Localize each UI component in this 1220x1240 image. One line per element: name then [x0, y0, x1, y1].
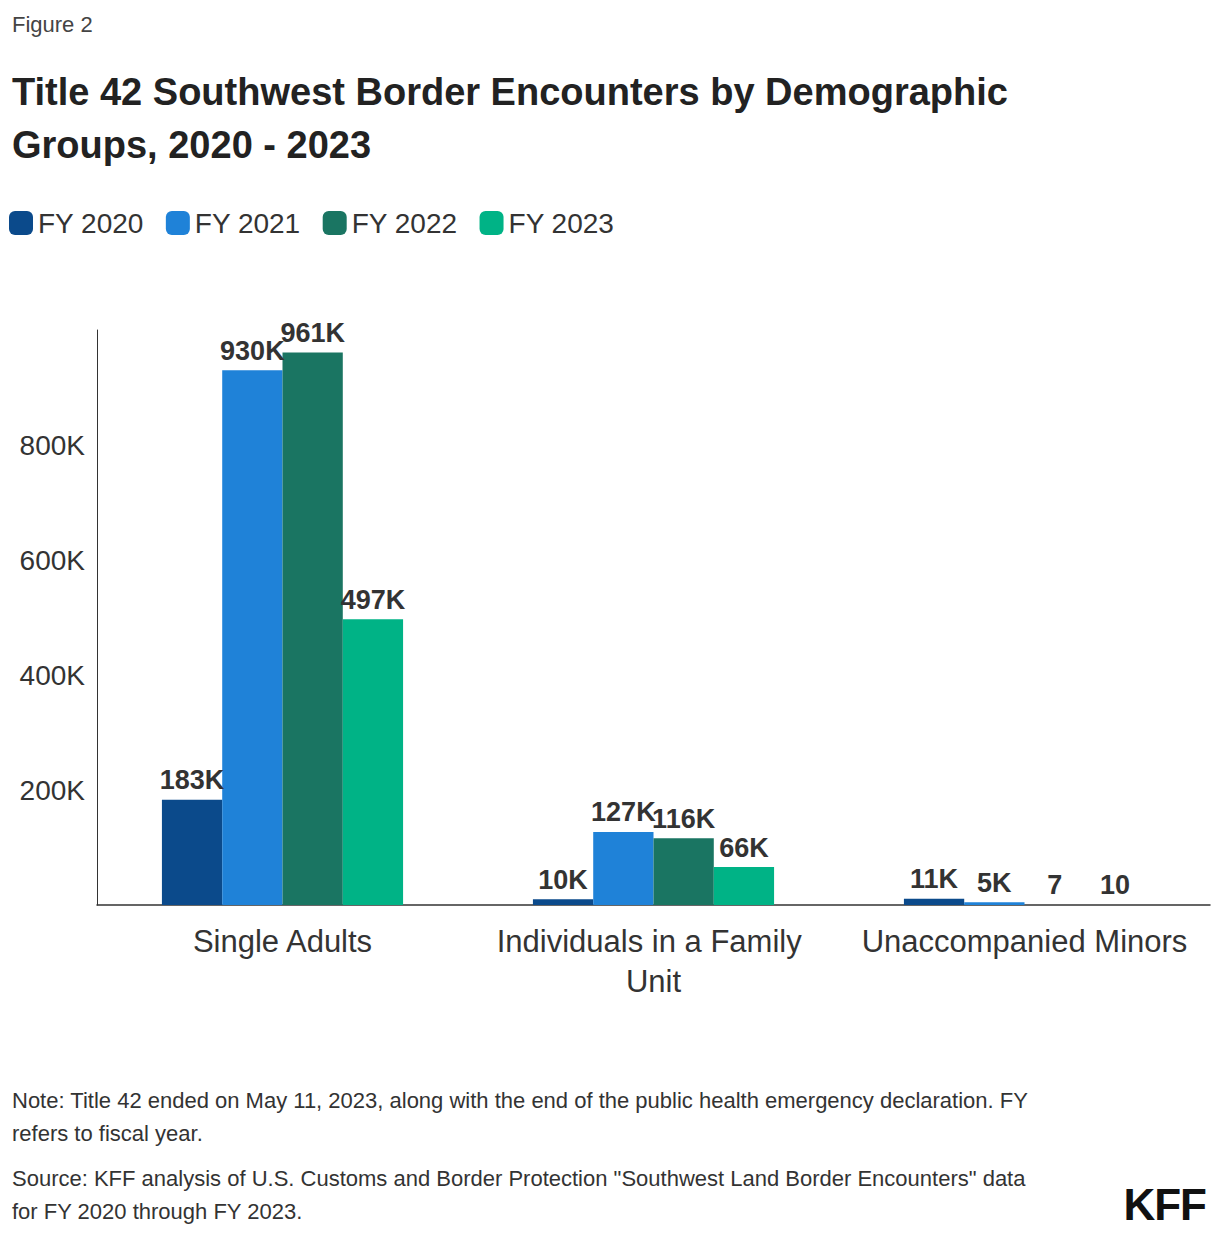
svg-text:961K: 961K: [280, 318, 345, 348]
svg-text:10: 10: [1100, 870, 1130, 900]
svg-text:FY 2021: FY 2021: [195, 208, 300, 239]
svg-text:Individuals in a Family: Individuals in a Family: [497, 924, 811, 959]
svg-text:183K: 183K: [160, 765, 225, 795]
svg-text:Unaccompanied Minors: Unaccompanied Minors: [862, 924, 1188, 959]
svg-text:5K: 5K: [977, 868, 1012, 898]
html-text:Figure 2: Figure 2: [12, 12, 93, 37]
svg-text:497K: 497K: [341, 585, 406, 615]
svg-text:800K: 800K: [20, 430, 86, 461]
html-text:Source: KFF analysis of U.S. C: Source: KFF analysis of U.S. Customs and…: [12, 1166, 1026, 1224]
svg-text:200K: 200K: [20, 775, 86, 806]
svg-text:930K: 930K: [220, 336, 285, 366]
svg-text:FY 2023: FY 2023: [509, 208, 614, 239]
svg-text:127K: 127K: [591, 797, 656, 827]
svg-text:11K: 11K: [910, 864, 959, 894]
svg-text:7: 7: [1047, 870, 1062, 900]
svg-text:116K: 116K: [652, 804, 716, 834]
svg-text:10K: 10K: [538, 865, 588, 895]
svg-text:Single Adults: Single Adults: [193, 924, 372, 959]
svg-text:400K: 400K: [20, 660, 86, 691]
svg-text:66K: 66K: [719, 833, 769, 863]
html-text:Note: Title 42 ended on May 11: Note: Title 42 ended on May 11, 2023, al…: [12, 1088, 1028, 1146]
html-text:KFF: KFF: [1123, 1180, 1206, 1229]
svg-text:FY 2020: FY 2020: [38, 208, 143, 239]
svg-text:FY 2022: FY 2022: [352, 208, 457, 239]
svg-text:Unit: Unit: [626, 964, 682, 999]
svg-text:600K: 600K: [20, 545, 86, 576]
html-text:Title 42 Southwest Border Enco: Title 42 Southwest Border Encounters by …: [12, 71, 1008, 166]
